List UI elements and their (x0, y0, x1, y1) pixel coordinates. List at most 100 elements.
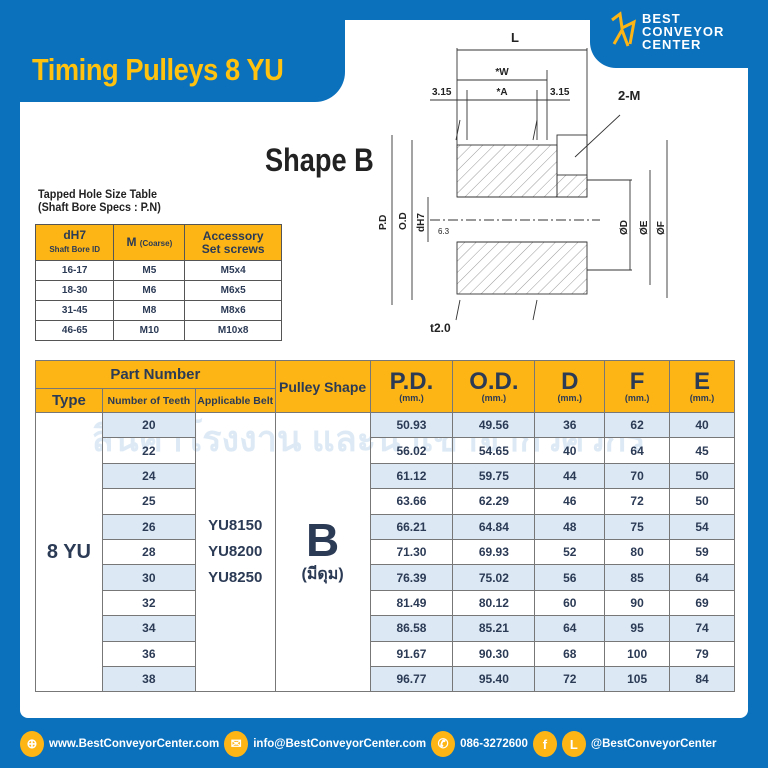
header-row: dH7 Shaft Bore ID M (Coarse) Accessory Set… (34, 224, 282, 261)
e-cell: 54 (669, 513, 735, 540)
header-text: O.D. (469, 367, 519, 395)
f-cell: 70 (604, 462, 671, 490)
pd-cell: 66.21 (369, 513, 454, 540)
email-link[interactable]: info@BestConveyorCenter.com (253, 738, 427, 750)
shape-cell: B (มีดุม) (274, 411, 371, 693)
phone-number[interactable]: 086-3272600 (460, 738, 528, 750)
header-m: M (Coarse) (113, 224, 186, 261)
teeth-cell: 24 (101, 462, 196, 490)
table-cell: M8x6 (184, 300, 282, 321)
f-cell: 80 (604, 538, 671, 566)
d-cell: 72 (534, 665, 606, 693)
d-cell: 48 (534, 513, 606, 540)
table-cell: M6x5 (184, 280, 282, 301)
header-unit: (mm.) (624, 392, 650, 403)
f-cell: 62 (604, 411, 671, 439)
label-roughness: 6.3 (438, 227, 450, 236)
teeth-cell: 30 (101, 564, 196, 591)
f-cell: 75 (604, 513, 671, 540)
table-cell: 46-65 (34, 320, 115, 341)
f-cell: 85 (604, 564, 671, 591)
small-table-caption: Tapped Hole Size Table (Shaft Bore Specs… (38, 188, 161, 214)
logo-line2: CONVEYOR (642, 24, 725, 39)
table-cell: M10 (113, 320, 186, 341)
e-cell: 74 (669, 615, 735, 642)
f-cell: 90 (604, 589, 671, 617)
facebook-icon[interactable]: f (532, 731, 557, 757)
od-cell: 69.93 (452, 538, 536, 566)
e-cell: 50 (669, 488, 735, 515)
pd-cell: 81.49 (369, 589, 454, 617)
f-cell: 64 (604, 437, 671, 464)
table-cell: M5x4 (184, 260, 282, 281)
pd-cell: 76.39 (369, 564, 454, 591)
header-sub: Shaft Bore ID (49, 245, 101, 254)
page-title: Timing Pulleys 8 YU (32, 52, 284, 87)
label-W: *W (495, 67, 509, 78)
label-t: t2.0 (430, 321, 451, 335)
teeth-cell: 20 (101, 411, 196, 439)
table-row: 34 86.58 85.21 64 95 74 (36, 615, 735, 642)
table-row: 36 91.67 90.30 68 100 79 (36, 640, 735, 667)
od-cell: 95.40 (452, 665, 536, 693)
header-dh7: dH7 Shaft Bore ID (34, 224, 115, 261)
d-cell: 64 (534, 615, 606, 642)
d-cell: 46 (534, 488, 606, 515)
teeth-cell: 22 (101, 437, 196, 464)
table-row: 18-30 M6 M6x5 (34, 280, 282, 301)
logo: BEST CONVEYOR CENTER (590, 0, 768, 68)
header-sub: (Coarse) (139, 238, 173, 248)
line-icon[interactable]: L (561, 731, 586, 757)
shape-letter: B (305, 513, 340, 566)
pd-cell: 96.77 (369, 665, 454, 693)
table-row: 28 71.30 69.93 52 80 59 (36, 538, 735, 566)
table-row: 24 61.12 59.75 44 70 50 (36, 462, 735, 490)
belt-label: YU8200 (208, 543, 263, 561)
od-cell: 80.12 (452, 589, 536, 617)
label-D: ØD (619, 220, 630, 235)
header-teeth: Number of Teeth (101, 388, 196, 413)
header-text: M (126, 234, 137, 249)
table-row: 8 YU 20 YU8150 YU8200 YU8250 B (มีดุม) 50.93 49.… (35, 411, 735, 693)
table-cell: 18-30 (34, 280, 115, 301)
d-cell: 56 (534, 564, 606, 591)
teeth-cell: 38 (101, 665, 196, 693)
od-cell: 85.21 (452, 615, 536, 642)
pd-cell: 91.67 (369, 640, 454, 667)
e-cell: 59 (669, 538, 735, 566)
header-row: Part Number Pulley Shape P.D. (mm.) O.D.(… (35, 360, 735, 413)
table-row: 46-65 M10 M10x8 (34, 320, 282, 341)
d-cell: 60 (534, 589, 606, 617)
logo-icon (611, 11, 637, 47)
od-cell: 49.56 (452, 411, 536, 439)
label-right-gap: 3.15 (550, 87, 570, 98)
header-part-number: Part Number (35, 360, 276, 389)
teeth-cell: 25 (101, 488, 196, 515)
label-F: ØF (656, 221, 667, 235)
pulley-spec-table: Part Number Pulley Shape P.D. (mm.) O.D.(… (35, 360, 735, 693)
phone-icon: ✆ (431, 731, 456, 757)
od-cell: 75.02 (452, 564, 536, 591)
label-L: L (511, 30, 519, 45)
header-unit: (mm.) (689, 392, 715, 403)
f-cell: 100 (604, 640, 671, 667)
footer: ⊕ www.BestConveyorCenter.com ✉ info@Best… (0, 726, 768, 762)
d-cell: 44 (534, 462, 606, 490)
tapped-hole-table: dH7 Shaft Bore ID M (Coarse) Accessory Set… (34, 224, 282, 341)
table-row: 25 63.66 62.29 46 72 50 (36, 488, 735, 515)
header-text: E (694, 367, 711, 395)
belt-cell: YU8150 YU8200 YU8250 (194, 411, 276, 693)
label-A: *A (496, 87, 507, 98)
e-cell: 50 (669, 462, 735, 490)
table-cell: M8 (113, 300, 186, 321)
od-cell: 54.65 (452, 437, 536, 464)
email-icon: ✉ (224, 731, 249, 757)
social-handle[interactable]: @BestConveyorCenter (590, 738, 717, 750)
d-cell: 40 (534, 437, 606, 464)
pulley-diagram: L *W *A 3.15 3.15 2-M P.D O.D dH7 6.3 ØD… (378, 30, 668, 335)
e-cell: 84 (669, 665, 735, 693)
table-row: 38 96.77 95.40 72 105 84 (36, 665, 735, 693)
website-link[interactable]: www.BestConveyorCenter.com (49, 738, 220, 750)
header-text: Set screws (201, 241, 265, 256)
pd-cell: 61.12 (369, 462, 454, 490)
